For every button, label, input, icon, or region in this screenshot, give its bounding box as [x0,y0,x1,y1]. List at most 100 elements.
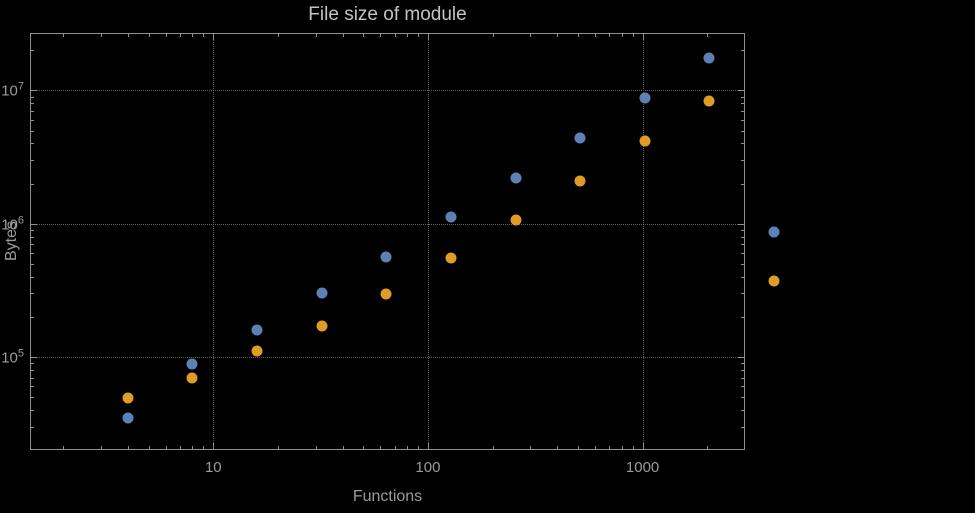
x-tick [557,446,559,450]
x-tick [492,33,494,37]
y-tick [741,369,745,371]
x-tick [203,446,205,450]
h-gridline [31,356,744,358]
x-tick [213,443,215,450]
y-tick [30,229,34,231]
x-tick [165,33,167,37]
x-tick [594,33,596,37]
x-tick [418,446,420,450]
v-gridline [427,34,429,449]
h-gridline [31,90,744,92]
y-tick [741,276,745,278]
x-tick [192,446,194,450]
y-tick [30,50,34,52]
data-point [768,226,780,238]
y-tick [741,160,745,162]
y-tick [741,103,745,105]
y-tick [741,111,745,113]
data-point [251,345,263,357]
x-tick [530,33,532,37]
y-tick [30,362,34,364]
y-tick [30,356,37,358]
y-tick [741,426,745,428]
x-tick [492,446,494,450]
y-tick [30,120,34,122]
x-tick [315,446,317,450]
x-tick [101,33,103,37]
x-tick [642,443,644,450]
x-tick [148,33,150,37]
y-tick [741,396,745,398]
x-tick [557,33,559,37]
data-point [574,175,586,187]
y-tick [741,362,745,364]
x-tick [427,33,429,40]
data-point [122,412,134,424]
data-point [639,135,651,147]
y-tick [30,244,34,246]
x-tick [380,446,382,450]
y-tick [738,90,745,92]
data-point [574,132,586,144]
y-tick [30,130,34,132]
data-point [186,372,198,384]
data-point [316,287,328,299]
x-tick [192,33,194,37]
data-point [768,275,780,287]
x-tick [277,33,279,37]
y-tick-label: 105 [1,347,24,367]
x-tick-label: 100 [415,459,441,476]
x-tick [642,33,644,40]
x-tick [609,33,611,37]
x-tick [577,446,579,450]
v-gridline [642,34,644,449]
chart-title: File size of module [308,4,467,25]
y-tick [30,276,34,278]
data-point [445,252,457,264]
y-tick [30,293,34,295]
x-tick [180,33,182,37]
y-tick [30,369,34,371]
x-tick [621,33,623,37]
y-tick [738,356,745,358]
data-point [186,358,198,370]
x-tick [394,33,396,37]
x-tick [101,446,103,450]
x-tick [342,446,344,450]
y-tick [741,50,745,52]
x-tick [632,33,634,37]
plot-area [30,33,745,450]
y-tick [30,90,37,92]
data-point [703,52,715,64]
y-tick [741,143,745,145]
y-tick [30,223,37,225]
y-tick [30,103,34,105]
h-gridline [31,223,744,225]
data-point [703,95,715,107]
data-point [380,251,392,263]
x-tick [165,446,167,450]
x-tick [427,443,429,450]
y-tick [30,96,34,98]
x-tick [363,446,365,450]
x-tick [577,33,579,37]
data-point [251,324,263,336]
x-tick [63,446,65,450]
y-tick [741,229,745,231]
y-tick [30,183,34,185]
y-tick [738,223,745,225]
y-tick [30,263,34,265]
y-tick-exponent: 6 [17,214,24,227]
x-tick [148,446,150,450]
y-tick-label: 106 [1,214,24,234]
x-tick [394,446,396,450]
data-point [380,288,392,300]
x-tick [632,446,634,450]
x-tick [127,33,129,37]
x-tick [127,446,129,450]
x-tick [63,33,65,37]
data-point [510,172,522,184]
y-tick [30,111,34,113]
y-tick [741,253,745,255]
x-tick [203,33,205,37]
